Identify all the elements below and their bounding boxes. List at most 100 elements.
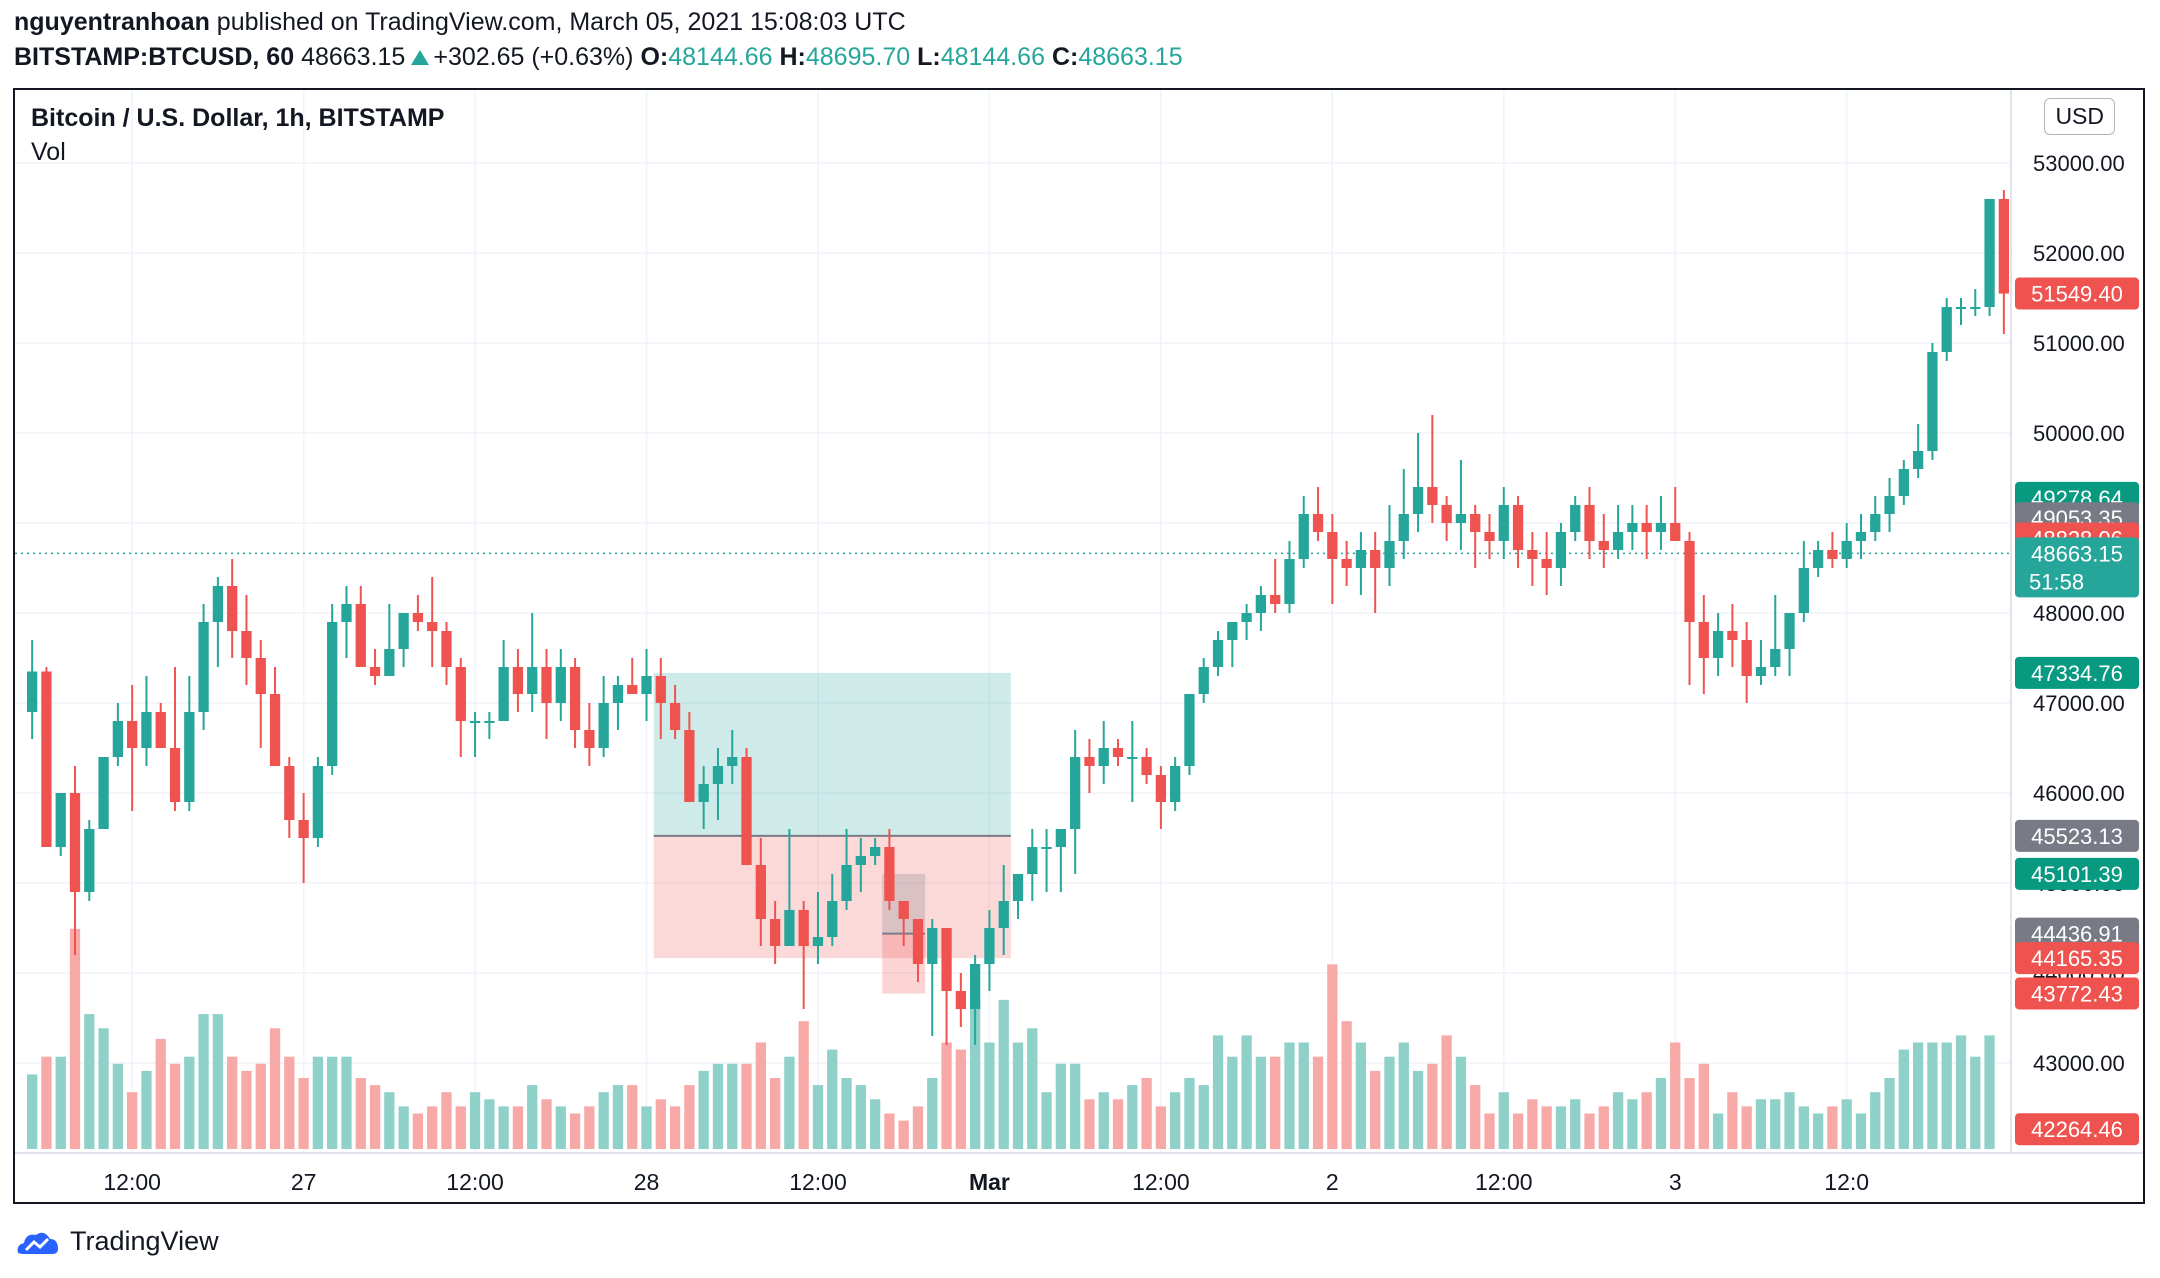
- volume-legend[interactable]: Vol: [31, 138, 66, 166]
- volume-bar: [1470, 1085, 1481, 1149]
- candle-body: [1384, 541, 1395, 568]
- axis-price-badge: [2015, 977, 2139, 1010]
- footer-brand-text: TradingView: [70, 1226, 219, 1256]
- candle-body: [1998, 199, 2009, 294]
- volume-bar: [1941, 1042, 1952, 1149]
- axis-price-badge-label: 45523.13: [2031, 824, 2123, 849]
- axis-price-badge-label: 51549.40: [2031, 282, 2123, 307]
- volume-bar: [641, 1106, 652, 1149]
- volume-bar: [41, 1056, 52, 1149]
- candle-body: [355, 604, 366, 667]
- candle-body: [1498, 505, 1509, 541]
- volume-bar: [1912, 1042, 1924, 1149]
- candle-body: [1070, 757, 1081, 829]
- volume-bar: [1798, 1106, 1809, 1149]
- volume-bar: [855, 1085, 866, 1149]
- volume-bar: [1027, 1028, 1038, 1149]
- volume-bar: [327, 1056, 338, 1149]
- volume-bar: [469, 1092, 481, 1149]
- time-tick-label: 12:00: [1475, 1169, 1533, 1195]
- candle-body: [1127, 757, 1138, 759]
- candle-body: [655, 676, 666, 703]
- volume-bar: [812, 1085, 824, 1149]
- candle-body: [884, 847, 895, 901]
- candle-body: [912, 919, 924, 964]
- candle-body: [769, 919, 781, 946]
- volume-bar: [869, 1099, 881, 1149]
- volume-bar: [284, 1056, 295, 1149]
- volume-bar: [298, 1077, 309, 1149]
- candle-body: [369, 667, 381, 676]
- volume-bar: [1784, 1092, 1795, 1149]
- candle-body: [1755, 667, 1767, 676]
- time-tick-label: Mar: [969, 1169, 1010, 1195]
- volume-bar: [741, 1063, 752, 1149]
- high-value: 48695.70: [805, 43, 911, 71]
- volume-bar: [1170, 1092, 1181, 1149]
- candle-body: [241, 631, 252, 658]
- volume-bar: [141, 1070, 152, 1149]
- author-name[interactable]: nguyentranhoan: [14, 8, 210, 36]
- currency-button[interactable]: USD: [2044, 98, 2115, 135]
- volume-bar: [1412, 1070, 1424, 1149]
- volume-bar: [1712, 1113, 1724, 1149]
- volume-bar: [1327, 964, 1338, 1149]
- volume-bar: [27, 1074, 38, 1149]
- candle-body: [469, 721, 481, 723]
- volume-bar: [755, 1042, 766, 1149]
- volume-bar: [1427, 1063, 1438, 1149]
- candle-body: [698, 784, 709, 802]
- candle-body: [1798, 568, 1809, 613]
- volume-bar: [1384, 1056, 1395, 1149]
- volume-bar: [398, 1106, 409, 1149]
- volume-bar: [1298, 1042, 1309, 1149]
- volume-bar: [312, 1056, 324, 1149]
- volume-bar: [1398, 1042, 1409, 1149]
- candle-body: [84, 829, 95, 892]
- candle-body: [427, 622, 438, 631]
- axis-price-badge: [2015, 857, 2139, 890]
- candle-body: [1341, 559, 1352, 568]
- footer-brand[interactable]: TradingView: [14, 1226, 219, 1257]
- candle-body: [812, 937, 824, 946]
- axis-price-badge: [2015, 942, 2139, 975]
- candle-body: [627, 685, 638, 694]
- volume-bar: [441, 1092, 452, 1149]
- volume-bar: [998, 999, 1009, 1149]
- volume-bar: [1098, 1092, 1109, 1149]
- volume-bar: [784, 1056, 795, 1149]
- price-tick-label: 48000.00: [2033, 601, 2125, 626]
- candle-body: [1084, 757, 1095, 766]
- candle-body: [1284, 559, 1295, 604]
- volume-bar: [727, 1063, 738, 1149]
- time-tick-label: 12:00: [446, 1169, 504, 1195]
- candle-body: [1370, 550, 1381, 568]
- open-label: O:: [640, 43, 669, 71]
- candle-body: [112, 721, 124, 757]
- volume-bar: [384, 1092, 395, 1149]
- candle-body: [1912, 451, 1924, 469]
- candle-body: [1098, 748, 1109, 766]
- candle-body: [1184, 694, 1195, 766]
- volume-bar: [912, 1106, 924, 1149]
- chart-frame[interactable]: 43000.0044000.0045000.0046000.0047000.00…: [13, 88, 2145, 1204]
- volume-bar: [255, 1063, 266, 1149]
- volume-bar: [598, 1092, 609, 1149]
- low-value: 48144.66: [940, 43, 1045, 71]
- volume-bar: [1655, 1077, 1667, 1149]
- chart-legend-title[interactable]: Bitcoin / U.S. Dollar, 1h, BITSTAMP: [31, 104, 445, 132]
- candle-body: [1041, 847, 1052, 849]
- volume-bar: [55, 1056, 66, 1149]
- candle-body: [412, 613, 424, 622]
- volume-bar: [1012, 1042, 1024, 1149]
- price-chart[interactable]: 43000.0044000.0045000.0046000.0047000.00…: [15, 90, 2143, 1202]
- time-tick-label: 12:00: [103, 1169, 161, 1195]
- candle-body: [1327, 532, 1338, 559]
- volume-bar: [427, 1106, 438, 1149]
- time-tick-label: 2: [1326, 1169, 1339, 1195]
- candle-body: [1212, 640, 1224, 667]
- candle-body: [327, 622, 338, 766]
- candle-body: [727, 757, 738, 766]
- candle-body: [1555, 532, 1567, 568]
- volume-bar: [1341, 1021, 1352, 1149]
